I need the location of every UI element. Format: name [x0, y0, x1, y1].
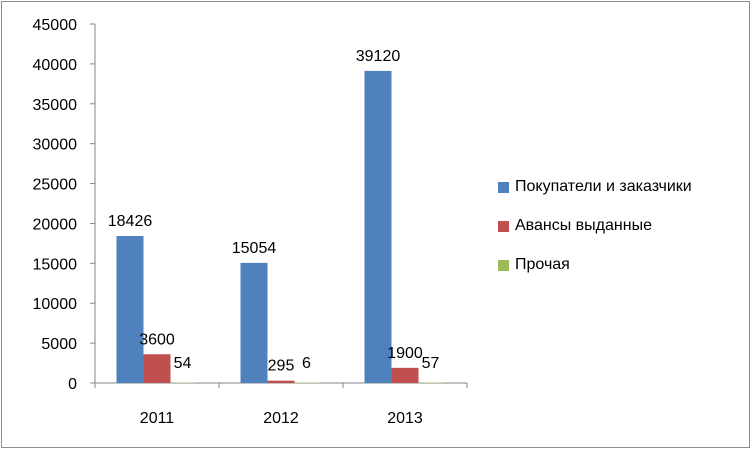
x-tick-label: 2013 — [387, 410, 423, 427]
y-tick-label: 20000 — [33, 216, 78, 233]
bar-series-1-2012 — [240, 262, 268, 383]
bar-series-2-2013 — [391, 367, 419, 383]
x-tick-label: 2011 — [140, 410, 175, 427]
x-tick-label: 2012 — [263, 410, 299, 427]
legend-swatch-series-2 — [498, 220, 509, 232]
y-tick-label: 30000 — [33, 137, 78, 154]
chart-axes: 0 5000 10000 15000 20000 25000 30000 35000 40000… — [33, 17, 468, 427]
y-tick-label: 15000 — [33, 256, 78, 273]
legend-swatch-series-3 — [498, 259, 509, 271]
bar-series-3-2011 — [170, 382, 198, 383]
data-label-series-1-2012: 15054 — [232, 240, 277, 257]
bar-series-1-2013 — [364, 70, 392, 383]
bar-series-3-2013 — [418, 382, 446, 383]
y-tick-label: 10000 — [33, 296, 78, 313]
bar-series-1-2011 — [116, 236, 144, 383]
y-tick-label: 5000 — [41, 336, 77, 353]
bar-series-2-2011 — [143, 354, 171, 383]
y-tick-label: 40000 — [33, 57, 78, 74]
bar-series-2-2012 — [267, 380, 295, 383]
legend-label-series-1: Покупатели и заказчики — [515, 178, 692, 195]
data-label-series-1-2013: 39120 — [356, 48, 401, 65]
data-label-series-3-2012: 6 — [302, 355, 311, 372]
legend-label-series-3: Прочая — [515, 256, 570, 273]
y-tick-label: 35000 — [33, 97, 78, 114]
legend-item-series-1: Покупатели и заказчики — [498, 177, 692, 197]
data-label-series-2-2013: 1900 — [387, 345, 423, 362]
legend-item-series-3: Прочая — [498, 255, 692, 275]
legend-swatch-series-1 — [498, 181, 509, 193]
bar-series-3-2012 — [294, 382, 322, 383]
data-label-series-1-2011: 18426 — [108, 213, 153, 230]
y-tick-label: 25000 — [33, 177, 78, 194]
y-tick-label: 45000 — [33, 17, 78, 34]
data-label-series-2-2012: 295 — [268, 358, 295, 375]
data-label-series-2-2011: 3600 — [139, 331, 175, 348]
legend-item-series-2: Авансы выданные — [498, 216, 692, 236]
chart-bars — [116, 70, 446, 383]
chart-legend: Покупатели и заказчики Авансы выданные П… — [498, 177, 692, 294]
data-label-series-3-2011: 54 — [174, 355, 192, 372]
y-tick-label: 0 — [68, 376, 77, 393]
legend-label-series-2: Авансы выданные — [515, 217, 652, 234]
data-label-series-3-2013: 57 — [422, 355, 440, 372]
